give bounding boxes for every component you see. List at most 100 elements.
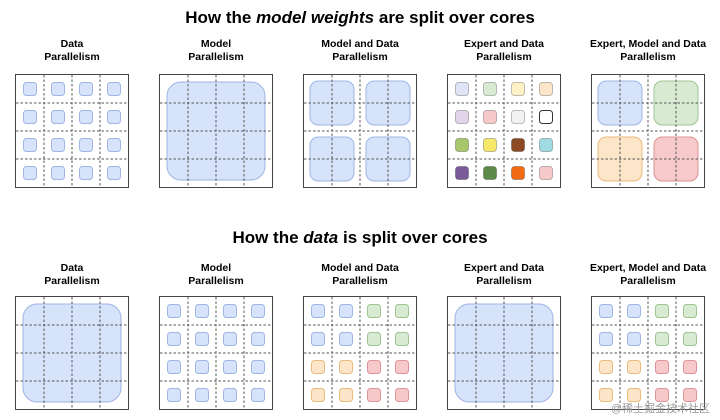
core-cell (367, 304, 381, 318)
heading-weights-emphasis: model weights (256, 8, 375, 27)
core-cell (627, 388, 641, 402)
core-cell (627, 360, 641, 374)
core-cell (195, 360, 209, 374)
core-cell (51, 82, 65, 96)
core-cell (223, 332, 237, 346)
data-panel-label-3: Model and Data Parallelism (321, 262, 399, 287)
core-cell (51, 138, 65, 152)
core-cell (339, 332, 353, 346)
core-cell (23, 138, 37, 152)
watermark: @稀土掘金技术社区 (610, 403, 710, 415)
core-grid-svg (160, 297, 272, 409)
core-cell (79, 110, 93, 124)
core-grid-svg (160, 75, 272, 187)
core-cell (367, 360, 381, 374)
core-cell (107, 166, 121, 180)
core-cell (223, 388, 237, 402)
core-cell (51, 110, 65, 124)
core-cell (311, 304, 325, 318)
data-grid-2 (159, 296, 273, 410)
core-cell (251, 360, 265, 374)
core-cell (167, 304, 181, 318)
core-cell (483, 110, 497, 124)
core-cell (367, 388, 381, 402)
core-cell (395, 332, 409, 346)
core-cell (51, 166, 65, 180)
core-cell (367, 332, 381, 346)
heading-data-prefix: How the (232, 228, 304, 247)
data-grid-5 (591, 296, 705, 410)
core-cell (251, 304, 265, 318)
core-grid-svg (16, 297, 128, 409)
core-cell (483, 138, 497, 152)
core-cell (79, 82, 93, 96)
weights-grid-1 (15, 74, 129, 188)
core-cell (167, 360, 181, 374)
core-cell (311, 332, 325, 346)
core-cell (223, 304, 237, 318)
heading-weights: How the model weights are split over cor… (0, 8, 720, 28)
weights-panel-label-3: Model and Data Parallelism (321, 38, 399, 63)
core-cell (683, 360, 697, 374)
core-cell (251, 388, 265, 402)
core-cell (539, 166, 553, 180)
core-cell (195, 304, 209, 318)
weights-panel-label-1: Data Parallelism (44, 38, 100, 63)
heading-data-emphasis: data (303, 228, 339, 247)
core-grid-svg (16, 75, 128, 187)
core-cell (455, 110, 469, 124)
core-cell (339, 304, 353, 318)
core-cell (311, 360, 325, 374)
core-grid-svg (448, 297, 560, 409)
core-cell (107, 110, 121, 124)
core-cell (683, 332, 697, 346)
core-cell (195, 388, 209, 402)
core-cell (599, 332, 613, 346)
core-cell (599, 388, 613, 402)
core-grid-svg (592, 297, 704, 409)
core-cell (599, 360, 613, 374)
data-grid-4 (447, 296, 561, 410)
core-cell (79, 138, 93, 152)
core-cell (107, 138, 121, 152)
weights-panel-label-4: Expert and Data Parallelism (464, 38, 544, 63)
core-cell (511, 166, 525, 180)
weights-panel-label-5: Expert, Model and Data Parallelism (589, 38, 707, 63)
core-cell (655, 304, 669, 318)
heading-weights-suffix: are split over cores (374, 8, 535, 27)
core-cell (655, 332, 669, 346)
core-cell (627, 332, 641, 346)
weights-grid-5 (591, 74, 705, 188)
data-grid-1 (15, 296, 129, 410)
core-cell (167, 388, 181, 402)
core-cell (655, 360, 669, 374)
heading-data-suffix: is split over cores (338, 228, 488, 247)
core-cell (511, 138, 525, 152)
data-panel-label-2: Model Parallelism (188, 262, 244, 287)
core-cell (79, 166, 93, 180)
data-grid-3 (303, 296, 417, 410)
core-cell (339, 388, 353, 402)
core-cell (23, 166, 37, 180)
core-cell (483, 166, 497, 180)
data-panel-label-5: Expert, Model and Data Parallelism (589, 262, 707, 287)
core-cell (455, 138, 469, 152)
core-cell (683, 304, 697, 318)
core-cell (395, 388, 409, 402)
core-grid-svg (304, 297, 416, 409)
core-cell (311, 388, 325, 402)
core-cell (251, 332, 265, 346)
core-cell (395, 360, 409, 374)
core-cell (599, 304, 613, 318)
core-cell (539, 82, 553, 96)
weights-grid-2 (159, 74, 273, 188)
core-cell (511, 82, 525, 96)
data-panel-label-1: Data Parallelism (44, 262, 100, 287)
core-cell (395, 304, 409, 318)
core-grid-svg (304, 75, 416, 187)
core-cell (107, 82, 121, 96)
core-cell (627, 304, 641, 318)
core-cell (167, 332, 181, 346)
core-cell (511, 110, 525, 124)
core-cell (483, 82, 497, 96)
